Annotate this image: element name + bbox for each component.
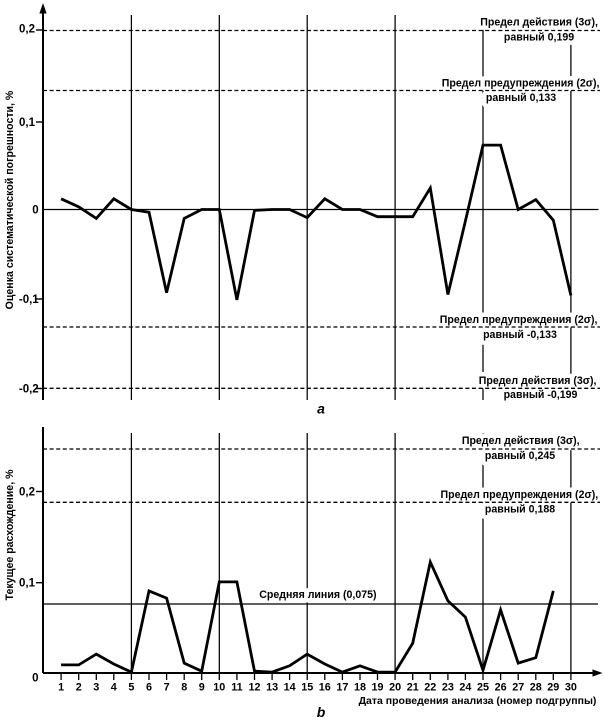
svg-text:0,1: 0,1 [19, 117, 36, 129]
svg-text:10: 10 [213, 682, 225, 694]
svg-text:29: 29 [547, 682, 559, 694]
svg-text:равный -0,133: равный -0,133 [483, 329, 557, 341]
svg-text:12: 12 [248, 682, 260, 694]
svg-text:30: 30 [565, 682, 577, 694]
svg-text:Предел действия (3σ),: Предел действия (3σ), [462, 435, 580, 447]
svg-text:равный 0,245: равный 0,245 [485, 450, 555, 462]
svg-text:равный -0,133: равный -0,133 [483, 329, 557, 341]
svg-text:14: 14 [284, 682, 296, 694]
svg-text:Предел действия (3σ),: Предел действия (3σ), [480, 17, 598, 29]
svg-text:18: 18 [354, 682, 366, 694]
svg-text:Предел предупреждения (2σ),: Предел предупреждения (2σ), [440, 489, 598, 501]
svg-text:8: 8 [181, 682, 187, 694]
svg-text:-0,1: -0,1 [19, 294, 39, 306]
svg-text:Текущее расхождение, %: Текущее расхождение, % [4, 469, 16, 601]
svg-text:b: b [317, 704, 326, 720]
svg-text:Предел действия (3σ),: Предел действия (3σ), [480, 17, 598, 29]
svg-text:Предел предупреждения (2σ),: Предел предупреждения (2σ), [442, 78, 600, 90]
svg-text:15: 15 [301, 682, 313, 694]
svg-text:26: 26 [495, 682, 507, 694]
svg-text:27: 27 [512, 682, 524, 694]
svg-text:равный 0,133: равный 0,133 [486, 92, 556, 104]
svg-text:3: 3 [93, 682, 99, 694]
svg-text:-0,2: -0,2 [19, 384, 39, 396]
svg-text:равный -0,199: равный -0,199 [504, 389, 578, 401]
svg-text:Средняя линия (0,075): Средняя линия (0,075) [259, 589, 376, 601]
svg-text:5: 5 [128, 682, 134, 694]
svg-text:13: 13 [266, 682, 278, 694]
svg-text:17: 17 [336, 682, 348, 694]
svg-text:0,1: 0,1 [19, 578, 36, 590]
svg-text:24: 24 [459, 682, 471, 694]
svg-text:0,2: 0,2 [19, 487, 35, 499]
svg-text:23: 23 [442, 682, 454, 694]
svg-text:равный 0,188: равный 0,188 [485, 503, 555, 515]
svg-text:Оценка систематической погрешн: Оценка систематической погрешности, % [4, 90, 16, 309]
svg-text:Предел предупреждения (2σ),: Предел предупреждения (2σ), [440, 314, 598, 326]
svg-text:9: 9 [199, 682, 205, 694]
svg-text:равный -0,199: равный -0,199 [504, 389, 578, 401]
svg-text:равный 0,199: равный 0,199 [504, 32, 574, 44]
svg-text:25: 25 [477, 682, 489, 694]
svg-text:Предел предупреждения (2σ),: Предел предупреждения (2σ), [442, 78, 600, 90]
svg-text:равный 0,199: равный 0,199 [504, 32, 574, 44]
svg-text:Предел действия (3σ),: Предел действия (3σ), [479, 375, 597, 387]
svg-text:20: 20 [389, 682, 401, 694]
svg-text:Предел предупреждения (2σ),: Предел предупреждения (2σ), [440, 489, 598, 501]
svg-text:28: 28 [530, 682, 542, 694]
svg-text:22: 22 [424, 682, 436, 694]
svg-text:Предел действия (3σ),: Предел действия (3σ), [479, 375, 597, 387]
svg-text:11: 11 [231, 682, 242, 694]
svg-text:1: 1 [58, 682, 64, 694]
svg-text:равный 0,245: равный 0,245 [485, 450, 555, 462]
svg-text:21: 21 [407, 682, 419, 694]
svg-text:Дата проведения анализа (номер: Дата проведения анализа (номер подгруппы… [359, 695, 597, 707]
svg-text:0: 0 [32, 673, 38, 685]
svg-text:0: 0 [32, 205, 38, 217]
svg-text:4: 4 [111, 682, 117, 694]
svg-text:равный 0,188: равный 0,188 [485, 503, 555, 515]
svg-text:а: а [317, 401, 325, 417]
svg-text:равный 0,133: равный 0,133 [486, 92, 556, 104]
svg-text:Предел предупреждения (2σ),: Предел предупреждения (2σ), [440, 314, 598, 326]
svg-text:Предел действия (3σ),: Предел действия (3σ), [462, 435, 580, 447]
svg-text:19: 19 [371, 682, 383, 694]
svg-text:16: 16 [319, 682, 331, 694]
svg-text:2: 2 [76, 682, 82, 694]
svg-text:7: 7 [164, 682, 170, 694]
svg-text:0,2: 0,2 [19, 24, 35, 36]
svg-text:Средняя линия (0,075): Средняя линия (0,075) [259, 589, 376, 601]
svg-text:6: 6 [146, 682, 152, 694]
